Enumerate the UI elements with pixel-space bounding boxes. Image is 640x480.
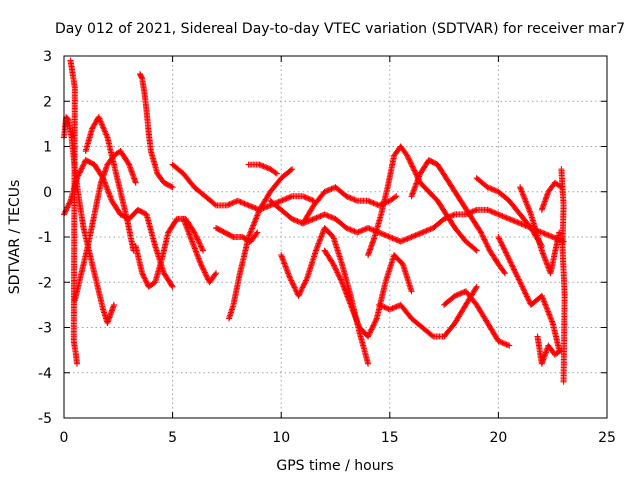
series-arc-25 [538, 179, 565, 213]
chart-title: Day 012 of 2021, Sidereal Day-to-day VTE… [55, 21, 625, 37]
plus-markers [321, 247, 415, 340]
y-tick-label: -1 [38, 230, 52, 246]
x-tick-label: 15 [381, 430, 399, 446]
plus-markers [538, 179, 565, 213]
y-tick-label: -2 [38, 275, 52, 291]
plus-markers [441, 288, 513, 349]
plus-markers [137, 71, 176, 191]
y-tick-label: 3 [43, 49, 52, 65]
y-tick-label: -4 [38, 366, 52, 382]
series-arc-4 [71, 148, 139, 304]
x-tick-labels: 0 5 10 15 20 25 [60, 430, 616, 446]
x-tick-label: 5 [168, 430, 177, 446]
series-arc-23 [517, 184, 563, 277]
plus-markers [82, 114, 137, 254]
y-tick-label: -5 [38, 411, 52, 427]
axis-ticks [63, 55, 608, 419]
plus-markers [245, 161, 280, 177]
series-arc-12 [245, 161, 280, 177]
x-tick-label: 0 [60, 430, 69, 446]
series-arc-24 [534, 333, 565, 367]
plus-markers [71, 148, 139, 304]
y-tick-labels: -5 -4 -3 -2 -1 0 1 2 3 [38, 49, 52, 427]
series-arc-3 [67, 57, 81, 367]
series-arc-8 [169, 161, 317, 213]
series-arc-17 [365, 143, 480, 259]
x-tick-label: 10 [272, 430, 290, 446]
plus-markers [180, 215, 220, 286]
x-axis-label: GPS time / hours [276, 458, 393, 474]
y-tick-label: 1 [43, 140, 52, 156]
plus-markers [495, 234, 563, 354]
y-tick-label: -3 [38, 321, 52, 337]
plus-markers [558, 166, 568, 385]
series-arc-18 [375, 283, 480, 340]
plus-markers [534, 333, 565, 367]
plus-markers [375, 283, 480, 340]
series-arc-9 [180, 215, 220, 286]
plus-markers [226, 166, 296, 322]
x-tick-label: 20 [489, 430, 507, 446]
series-arc-16 [321, 247, 415, 340]
plus-markers [408, 157, 508, 277]
series-arc-26 [558, 166, 568, 385]
series-arc-5 [82, 114, 137, 254]
plus-markers [67, 57, 81, 367]
y-tick-label: 0 [43, 185, 52, 201]
series-arc-11 [226, 166, 296, 322]
plus-markers [517, 184, 563, 277]
series-arc-22 [495, 234, 563, 354]
series-arc-20 [441, 288, 513, 349]
series-arc-6 [137, 71, 176, 191]
series-arc-19 [408, 157, 508, 277]
plus-markers [365, 143, 480, 259]
plus-markers [169, 161, 317, 213]
y-tick-label: 2 [43, 94, 52, 110]
y-axis-label: SDTVAR / TECUs [7, 180, 23, 295]
x-tick-label: 25 [598, 430, 616, 446]
